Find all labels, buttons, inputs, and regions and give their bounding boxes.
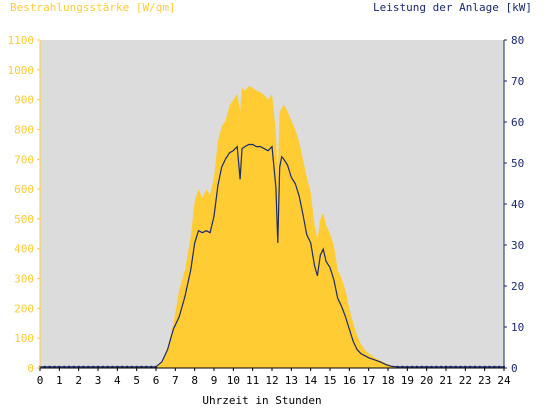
power-zero-marker	[97, 365, 99, 368]
power-zero-marker	[53, 365, 56, 368]
power-zero-marker	[396, 365, 399, 368]
power-zero-marker	[121, 365, 124, 368]
x-tick-label: 9	[211, 374, 218, 387]
left-tick-label: 800	[14, 123, 34, 136]
power-zero-marker	[77, 365, 80, 368]
x-tick-label: 18	[381, 374, 394, 387]
left-tick-label: 100	[14, 332, 34, 345]
x-tick-label: 12	[265, 374, 278, 387]
power-zero-marker	[116, 365, 119, 368]
left-tick-label: 500	[14, 213, 34, 226]
left-tick-label: 1100	[8, 34, 35, 47]
power-zero-marker	[498, 365, 501, 368]
power-zero-marker	[474, 365, 476, 368]
power-zero-marker	[416, 365, 418, 368]
x-tick-label: 11	[246, 374, 259, 387]
power-zero-marker	[454, 365, 457, 368]
power-zero-marker	[420, 365, 423, 368]
right-tick-label: 40	[511, 198, 524, 211]
left-tick-label: 400	[14, 243, 34, 256]
right-tick-label: 30	[511, 239, 524, 252]
power-zero-marker	[63, 365, 66, 368]
left-tick-label: 900	[14, 94, 34, 107]
power-zero-marker	[140, 365, 143, 368]
power-zero-marker	[130, 365, 133, 368]
power-zero-marker	[72, 365, 75, 368]
power-zero-marker	[111, 365, 114, 368]
left-axis-title: Bestrahlungsstärke [W/qm]	[10, 1, 176, 14]
x-tick-label: 17	[362, 374, 375, 387]
irradiance-area	[40, 86, 504, 368]
power-zero-marker	[155, 365, 157, 368]
left-tick-label: 200	[14, 302, 34, 315]
right-axis-title: Leistung der Anlage [kW]	[373, 1, 532, 14]
power-zero-marker	[440, 365, 443, 368]
x-tick-label: 19	[401, 374, 414, 387]
x-tick-label: 22	[459, 374, 472, 387]
power-zero-marker	[82, 365, 85, 368]
right-tick-label: 10	[511, 321, 524, 334]
x-tick-label: 20	[420, 374, 433, 387]
power-zero-marker	[135, 365, 138, 368]
x-tick-label: 13	[285, 374, 298, 387]
power-zero-marker	[106, 365, 109, 368]
left-tick-label: 1000	[8, 64, 35, 77]
power-zero-marker	[488, 365, 491, 368]
power-zero-marker	[48, 365, 51, 368]
x-tick-label: 3	[95, 374, 102, 387]
x-tick-label: 10	[227, 374, 240, 387]
x-tick-label: 7	[172, 374, 179, 387]
power-zero-marker	[411, 365, 414, 368]
power-zero-markers	[39, 365, 505, 368]
right-tick-label: 50	[511, 157, 524, 170]
x-tick-label: 21	[439, 374, 452, 387]
power-zero-marker	[68, 365, 70, 368]
power-zero-marker	[493, 365, 496, 368]
x-tick-label: 0	[37, 374, 44, 387]
power-zero-marker	[425, 365, 428, 368]
power-zero-marker	[43, 365, 46, 368]
power-zero-marker	[435, 365, 438, 368]
power-zero-marker	[459, 365, 462, 368]
x-axis-title: Uhrzeit in Stunden	[202, 394, 321, 407]
x-tick-label: 15	[323, 374, 336, 387]
right-tick-label: 80	[511, 34, 524, 47]
x-tick-label: 5	[133, 374, 140, 387]
x-tick-label: 4	[114, 374, 121, 387]
power-zero-marker	[58, 365, 61, 368]
right-tick-label: 20	[511, 280, 524, 293]
right-tick-label: 60	[511, 116, 524, 129]
power-zero-marker	[87, 365, 90, 368]
power-line	[40, 143, 504, 368]
power-zero-marker	[126, 365, 128, 368]
power-zero-marker	[483, 365, 486, 368]
power-zero-marker	[464, 365, 467, 368]
left-tick-label: 700	[14, 153, 34, 166]
right-tick-label: 70	[511, 75, 524, 88]
x-tick-label: 14	[304, 374, 318, 387]
power-zero-marker	[430, 365, 433, 368]
x-tick-label: 2	[75, 374, 82, 387]
x-tick-label: 24	[497, 374, 511, 387]
power-zero-marker	[478, 365, 481, 368]
power-zero-marker	[469, 365, 472, 368]
power-zero-marker	[449, 365, 452, 368]
x-tick-label: 1	[56, 374, 63, 387]
power-zero-marker	[401, 365, 404, 368]
left-tick-label: 0	[27, 362, 34, 375]
power-zero-marker	[101, 365, 104, 368]
x-tick-label: 23	[478, 374, 491, 387]
left-tick-label: 300	[14, 273, 34, 286]
power-zero-marker	[92, 365, 95, 368]
x-tick-label: 6	[153, 374, 160, 387]
left-tick-label: 600	[14, 183, 34, 196]
right-tick-label: 0	[511, 362, 518, 375]
x-tick-label: 8	[191, 374, 198, 387]
x-tick-label: 16	[343, 374, 356, 387]
power-zero-marker	[445, 365, 447, 368]
power-zero-marker	[145, 365, 148, 368]
power-zero-marker	[406, 365, 409, 368]
power-zero-marker	[150, 365, 153, 368]
